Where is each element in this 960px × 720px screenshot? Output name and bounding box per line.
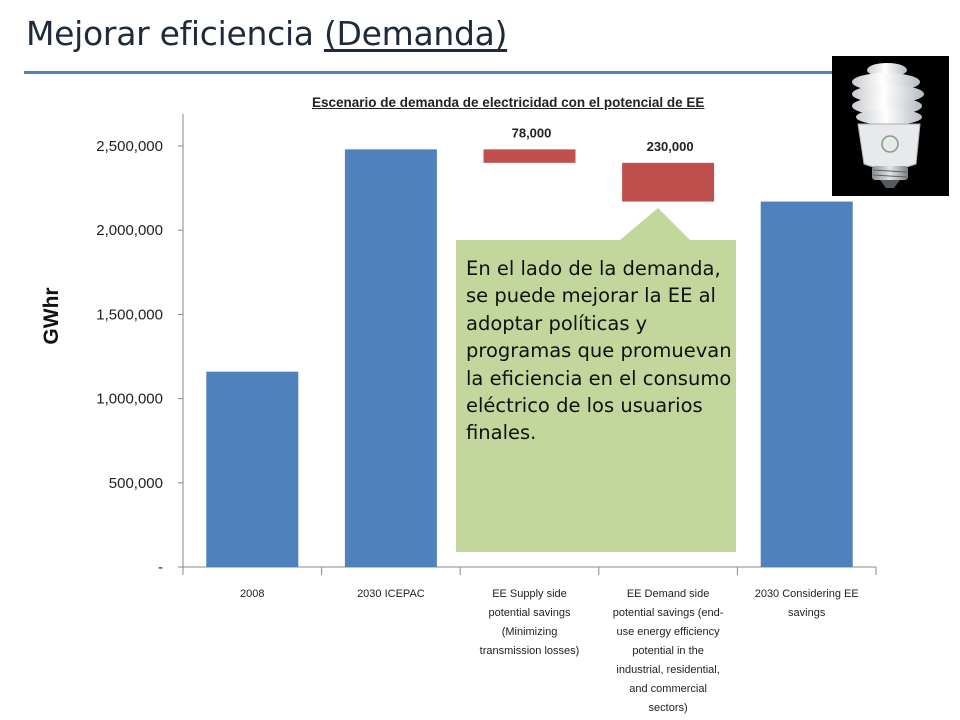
y-tick-label: 2,500,000 xyxy=(96,138,163,155)
bar-1 xyxy=(344,149,437,568)
slide-title-underlined: (Demanda) xyxy=(323,14,508,53)
y-tick-label: 1,000,000 xyxy=(96,391,163,408)
slide-title: Mejorar eficiencia (Demanda) xyxy=(26,14,507,53)
title-rule xyxy=(24,71,836,74)
chart-title: Escenario de demanda de electricidad con… xyxy=(312,95,705,110)
bar-0 xyxy=(206,371,299,567)
bar-4 xyxy=(760,201,853,567)
data-label: 78,000 xyxy=(512,125,552,140)
x-category-label: EE Supply side potential savings (Minimizi… xyxy=(480,588,580,657)
callout-bubble xyxy=(456,208,736,552)
x-category-label: 2030 Considering EE savings xyxy=(755,588,859,619)
bar-3 xyxy=(622,162,715,202)
x-category-label: 2008 xyxy=(240,588,264,600)
slide-title-main: Mejorar eficiencia xyxy=(26,14,324,53)
x-category-label: EE Demand side potential savings (end-use… xyxy=(613,588,724,714)
chart-labels: 78,000 230,000 2008 2030 ICEPAC EE Supply si… xyxy=(240,125,859,714)
y-tick-label: 1,500,000 xyxy=(96,306,163,323)
cfl-bulb-icon xyxy=(832,56,949,196)
y-tick-label: - xyxy=(158,559,163,576)
data-label: 230,000 xyxy=(647,139,694,154)
chart-bars xyxy=(206,149,853,568)
chart-axes: - 500,000 1,000,000 1,500,000 2,000,000 2,500… xyxy=(96,114,877,576)
callout-text: En el lado de la demanda, se puede mejor… xyxy=(466,257,732,445)
y-axis-label: GWhr xyxy=(40,287,63,344)
y-tick-label: 2,000,000 xyxy=(96,222,163,239)
y-tick-label: 500,000 xyxy=(109,475,163,492)
x-category-label: 2030 ICEPAC xyxy=(357,588,425,600)
bar-2 xyxy=(483,149,576,163)
